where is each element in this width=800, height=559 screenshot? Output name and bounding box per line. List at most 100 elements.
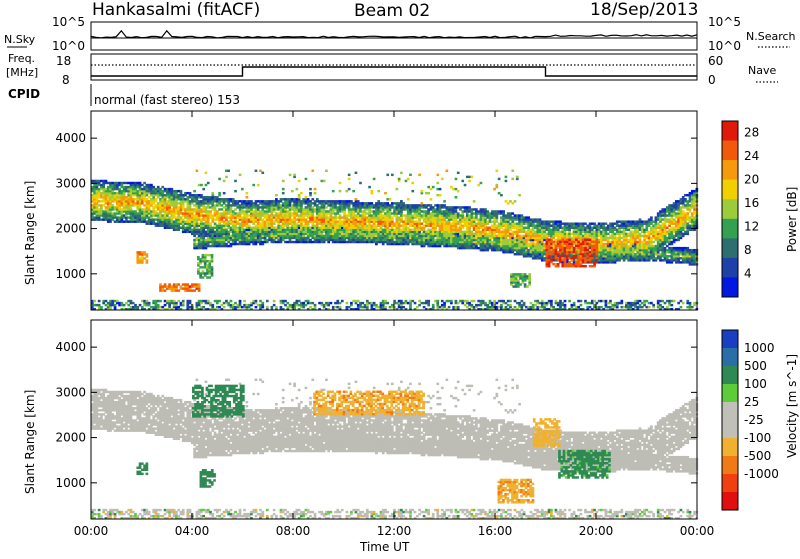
power-cell (527, 243, 530, 245)
power-cell (177, 300, 180, 302)
power-cell (193, 208, 196, 210)
power-cell (400, 300, 403, 302)
power-cell (443, 210, 446, 212)
power-cell (121, 190, 124, 192)
power-cell (552, 220, 555, 222)
power-cell (234, 190, 237, 192)
power-cell (339, 306, 342, 308)
power-cell (232, 220, 235, 222)
power-cell (393, 229, 396, 231)
power-cell (457, 172, 460, 174)
power-cell (507, 239, 510, 241)
power-cell (175, 216, 178, 218)
power-cell (318, 227, 321, 229)
power-cell (275, 198, 278, 200)
power-cell (527, 306, 530, 308)
power-cell (586, 225, 589, 227)
power-cell (134, 210, 137, 212)
power-cell (348, 178, 351, 180)
power-cell (368, 202, 371, 204)
power-cell (418, 304, 421, 306)
power-cell (423, 306, 426, 308)
power-cell (366, 202, 369, 204)
power-cell (593, 304, 596, 306)
power-cell (314, 304, 317, 306)
power-cell (123, 304, 126, 306)
power-cell (307, 198, 310, 200)
power-cell (511, 216, 514, 218)
power-cell (361, 202, 364, 204)
power-cell (275, 212, 278, 214)
power-cell (598, 300, 601, 302)
power-cell (177, 202, 180, 204)
power-cell (282, 198, 285, 200)
power-cell (248, 304, 251, 306)
power-cell (116, 216, 119, 218)
power-cell (223, 198, 226, 200)
power-cell (130, 306, 133, 308)
power-cell (507, 300, 510, 302)
power-cell (155, 300, 158, 302)
power-cell (150, 306, 153, 308)
power-cell (152, 306, 155, 308)
power-cell (239, 200, 242, 202)
power-cell (373, 302, 376, 304)
power-cell (277, 200, 280, 202)
power-cell (348, 200, 351, 202)
power-cell (309, 302, 312, 304)
power-cell (384, 192, 387, 194)
power-cell (400, 172, 403, 174)
power-cell (539, 302, 542, 304)
power-cell (200, 306, 203, 308)
power-cell (468, 302, 471, 304)
power-cell (498, 192, 501, 194)
power-cell (505, 200, 508, 202)
nsky-trace (91, 31, 697, 38)
power-cell (402, 302, 405, 304)
power-cell (236, 220, 239, 222)
power-cell (584, 222, 587, 224)
power-cell (521, 300, 524, 302)
power-cell (473, 216, 476, 218)
power-cell (230, 235, 233, 237)
power-cell (109, 300, 112, 302)
power-cell (98, 204, 101, 206)
power-cell (191, 208, 194, 210)
power-cell (432, 186, 435, 188)
power-cell (280, 300, 283, 302)
power-cell (400, 229, 403, 231)
power-cell (105, 300, 108, 302)
power-cell (282, 300, 285, 302)
power-cell (123, 214, 126, 216)
power-cell (336, 300, 339, 302)
power-cell (248, 218, 251, 220)
power-cell (500, 210, 503, 212)
power-cell (411, 300, 414, 302)
power-cell (382, 202, 385, 204)
power-cell (493, 300, 496, 302)
power-cell (241, 188, 244, 190)
power-cell (402, 306, 405, 308)
power-cell (589, 222, 592, 224)
power-cell (536, 300, 539, 302)
power-cell (164, 188, 167, 190)
power-cell (493, 188, 496, 190)
power-cell (248, 200, 251, 202)
power-cell (234, 302, 237, 304)
nave-tick-top: 60 (708, 54, 723, 68)
power-cell (359, 202, 362, 204)
power-cell (427, 186, 430, 188)
power-cell (232, 198, 235, 200)
power-cell (241, 200, 244, 202)
power-cell (443, 200, 446, 202)
power-cell (398, 300, 401, 302)
power-cell (498, 178, 501, 180)
power-cell (550, 300, 553, 302)
power-cell (198, 300, 201, 302)
power-cell (457, 212, 460, 214)
power-cell (330, 302, 333, 304)
power-cell (393, 202, 396, 204)
power-cell (575, 222, 578, 224)
power-cell (580, 304, 583, 306)
power-cell (486, 227, 489, 229)
